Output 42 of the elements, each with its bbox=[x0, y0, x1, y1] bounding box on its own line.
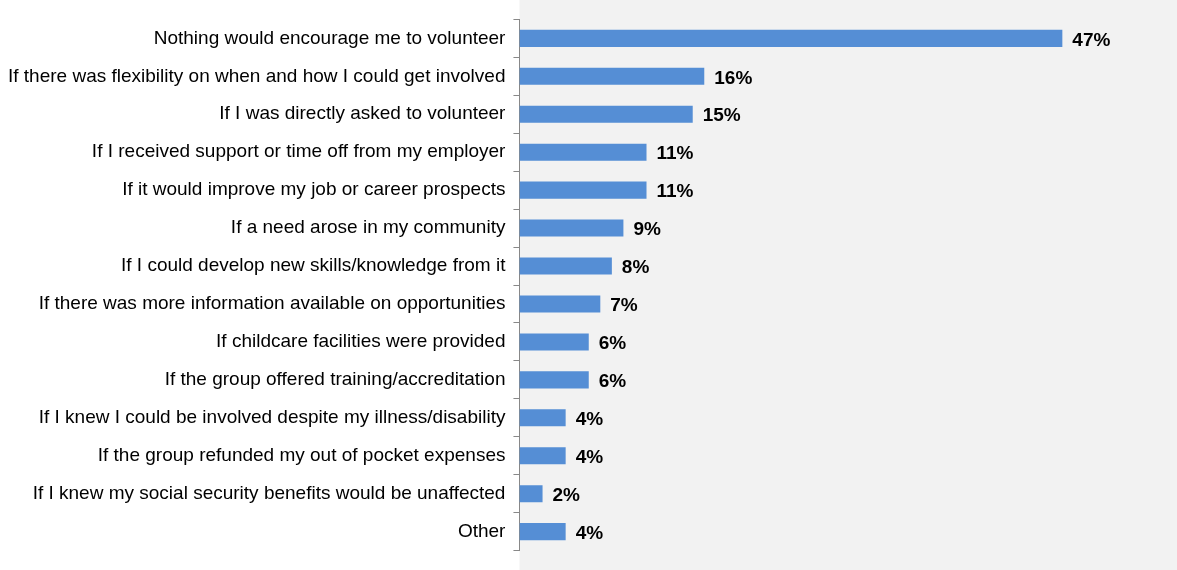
bar bbox=[519, 295, 601, 313]
y-tick-label: If a need arose in my community bbox=[230, 216, 506, 238]
data-label: 11% bbox=[656, 142, 694, 164]
data-label: 6% bbox=[598, 332, 627, 354]
data-label: 47% bbox=[1072, 28, 1111, 50]
data-label: 11% bbox=[656, 180, 694, 202]
y-tick-label: If it would improve my job or career prospects bbox=[122, 178, 506, 200]
data-label: 16% bbox=[714, 66, 753, 88]
data-label: 2% bbox=[552, 483, 581, 505]
y-tick-label: If the group refunded my out of pocket expenses bbox=[97, 443, 506, 465]
bar bbox=[519, 447, 566, 465]
y-tick-label: If there was flexibility on when and how I could get involved bbox=[8, 64, 506, 86]
y-tick-label: If the group offered training/accreditation bbox=[164, 368, 506, 390]
bar bbox=[519, 333, 589, 351]
y-tick-label: If I knew I could be involved despite my illness/disability bbox=[38, 406, 506, 428]
data-label: 4% bbox=[575, 445, 604, 467]
y-tick-label: Nothing would encourage me to volunteer bbox=[153, 26, 507, 48]
bar bbox=[519, 523, 566, 541]
bar bbox=[519, 371, 589, 389]
bar bbox=[519, 67, 705, 85]
bar bbox=[519, 181, 647, 199]
data-label: 8% bbox=[621, 256, 650, 278]
y-tick-label: If I received support or time off from my employer bbox=[91, 140, 507, 162]
data-label: 9% bbox=[633, 218, 661, 240]
data-label: 4% bbox=[575, 521, 604, 543]
bar bbox=[519, 485, 543, 503]
y-tick-label: If childcare facilities were provided bbox=[216, 330, 506, 352]
y-tick-label: If there was more information available on opportunities bbox=[38, 292, 506, 314]
bar bbox=[519, 409, 566, 427]
y-tick-label: If I knew my social security benefits would be unaffected bbox=[32, 481, 506, 503]
bar bbox=[519, 105, 693, 123]
y-tick-label: Other bbox=[457, 519, 507, 541]
data-label: 4% bbox=[575, 408, 604, 430]
bar bbox=[519, 219, 624, 237]
y-tick-label: If I was directly asked to volunteer bbox=[219, 102, 507, 124]
data-label: 15% bbox=[702, 104, 741, 126]
y-tick-label: If I could develop new skills/knowledge from it bbox=[121, 254, 507, 276]
bar bbox=[519, 29, 1063, 47]
data-label: 7% bbox=[610, 294, 638, 316]
bar bbox=[519, 257, 612, 275]
bar bbox=[519, 143, 647, 161]
data-label: 6% bbox=[598, 370, 627, 392]
